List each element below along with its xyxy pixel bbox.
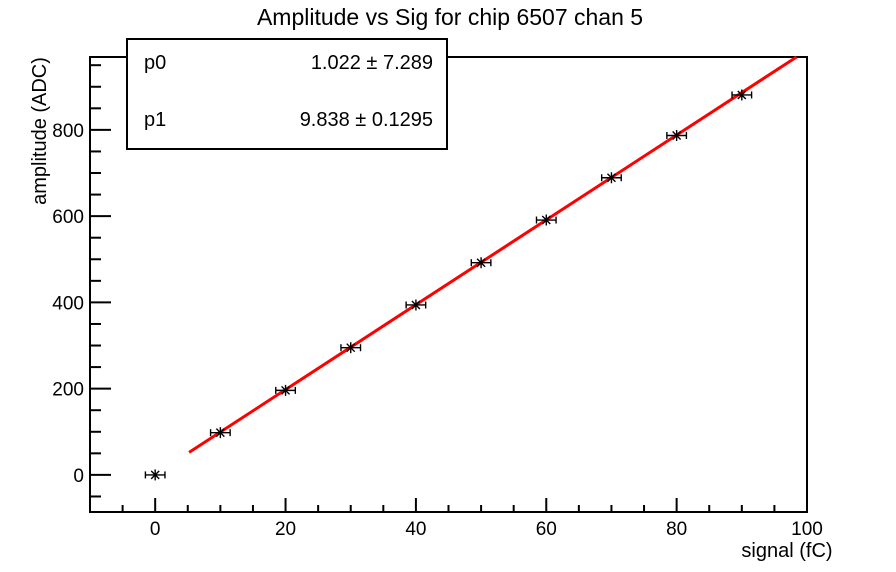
y-tick-label: 0 bbox=[73, 466, 84, 487]
marker-arm-diagonal bbox=[541, 215, 551, 225]
y-tick-label: 600 bbox=[52, 207, 84, 228]
marker-arm-diagonal bbox=[672, 130, 682, 140]
y-tick-label: 800 bbox=[52, 121, 84, 142]
stat-param-value: 9.838 ± 0.1295 bbox=[299, 109, 433, 131]
marker-arm-diagonal bbox=[281, 385, 291, 395]
stats-row-p0: p0 1.022 ± 7.289 bbox=[144, 52, 433, 75]
stats-box: p0 1.022 ± 7.289 p1 9.838 ± 0.1295 bbox=[126, 38, 448, 150]
data-point bbox=[470, 257, 492, 269]
stat-param-value: 1.022 ± 7.289 bbox=[310, 52, 433, 74]
data-point bbox=[275, 384, 297, 396]
marker-arm-diagonal bbox=[346, 343, 356, 353]
x-tick-label: 60 bbox=[536, 519, 557, 540]
data-point bbox=[731, 89, 753, 101]
stat-param-label: p0 bbox=[144, 52, 167, 74]
y-axis-title: amplitude (ADC) bbox=[29, 57, 51, 205]
x-tick-label: 100 bbox=[791, 519, 823, 540]
data-point bbox=[535, 214, 557, 226]
x-axis-title: signal (fC) bbox=[741, 540, 832, 562]
marker-arm-diagonal bbox=[476, 258, 486, 268]
marker-arm-diagonal bbox=[215, 428, 225, 438]
stats-row-p1: p1 9.838 ± 0.1295 bbox=[144, 109, 433, 132]
data-point bbox=[600, 172, 622, 184]
marker-arm-diagonal bbox=[606, 173, 616, 183]
data-point bbox=[209, 427, 231, 439]
plot-title: Amplitude vs Sig for chip 6507 chan 5 bbox=[256, 4, 644, 30]
x-tick-label: 0 bbox=[150, 519, 161, 540]
fit-line bbox=[188, 55, 798, 454]
data-point bbox=[144, 469, 166, 481]
marker-arm-diagonal bbox=[737, 90, 747, 100]
x-tick-label: 40 bbox=[405, 519, 426, 540]
y-tick-label: 200 bbox=[52, 380, 84, 401]
data-point bbox=[340, 342, 362, 354]
y-tick-label: 400 bbox=[52, 293, 84, 314]
stat-param-label: p1 bbox=[144, 109, 167, 131]
data-point bbox=[666, 129, 688, 141]
x-tick-label: 80 bbox=[666, 519, 687, 540]
marker-arm-diagonal bbox=[150, 470, 160, 480]
x-tick-label: 20 bbox=[275, 519, 296, 540]
data-point bbox=[405, 299, 427, 311]
marker-arm-diagonal bbox=[411, 300, 421, 310]
